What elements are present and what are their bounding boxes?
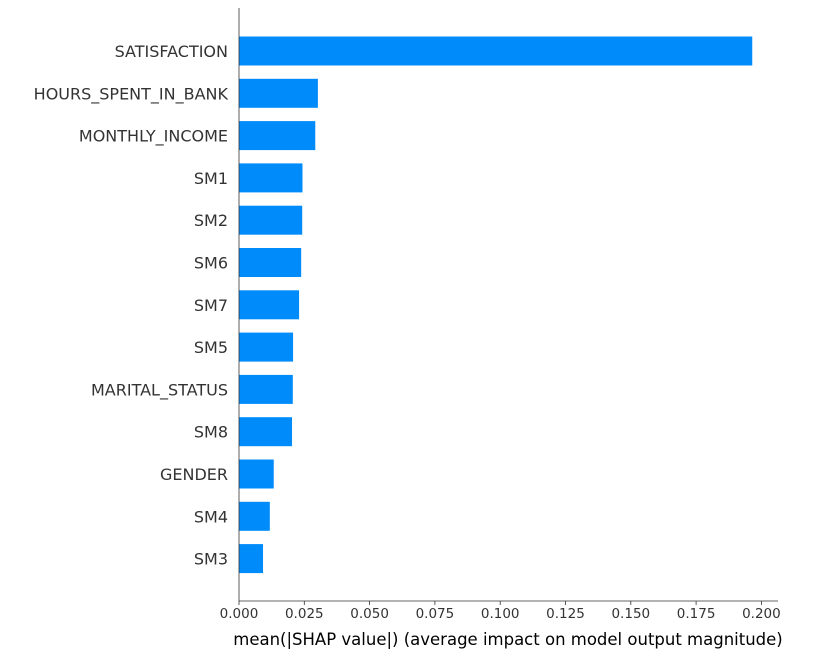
bar-sm5	[239, 332, 294, 362]
category-label-monthly-income: MONTHLY_INCOME	[79, 127, 228, 147]
category-label-sm4: SM4	[194, 507, 228, 526]
x-tick-label: 0.025	[285, 606, 324, 622]
x-axis-title: mean(|SHAP value|) (average impact on mo…	[233, 630, 783, 649]
x-tick-label: 0.200	[742, 606, 781, 622]
category-label-sm1: SM1	[194, 169, 228, 188]
bars-group	[239, 36, 753, 574]
x-axis-ticks: 0.000 0.025 0.050 0.075 0.100 0.125 0.150 0.175…	[220, 601, 781, 622]
category-labels: SATISFACTION HOURS_SPENT_IN_BANK MONTHLY_I…	[34, 42, 229, 569]
bar-sm3	[239, 544, 264, 574]
bar-sm1	[239, 163, 303, 193]
bar-marital-status	[239, 374, 293, 404]
category-label-sm7: SM7	[194, 296, 228, 315]
category-label-sm2: SM2	[194, 211, 228, 230]
category-label-satisfaction: SATISFACTION	[115, 42, 228, 61]
x-tick-label: 0.000	[220, 606, 259, 622]
bar-hours-spent-in-bank	[239, 78, 318, 108]
category-label-sm8: SM8	[194, 423, 228, 442]
x-tick-label: 0.175	[677, 606, 716, 622]
bar-sm4	[239, 501, 270, 531]
x-tick-label: 0.150	[611, 606, 650, 622]
x-tick-label: 0.125	[546, 606, 585, 622]
category-label-marital-status: MARITAL_STATUS	[91, 380, 228, 400]
bar-sm8	[239, 417, 293, 447]
bar-sm6	[239, 248, 302, 277]
category-label-sm3: SM3	[194, 550, 228, 569]
category-label-gender: GENDER	[160, 465, 228, 484]
category-label-sm6: SM6	[194, 254, 228, 273]
bar-sm2	[239, 205, 303, 235]
bar-satisfaction	[239, 36, 753, 66]
bar-gender	[239, 459, 274, 489]
category-label-hours-spent-in-bank: HOURS_SPENT_IN_BANK	[34, 84, 229, 104]
category-label-sm5: SM5	[194, 338, 228, 357]
bar-monthly-income	[239, 121, 316, 151]
x-tick-label: 0.075	[416, 606, 455, 622]
x-tick-label: 0.100	[481, 606, 520, 622]
x-tick-label: 0.050	[350, 606, 389, 622]
bar-sm7	[239, 290, 300, 320]
